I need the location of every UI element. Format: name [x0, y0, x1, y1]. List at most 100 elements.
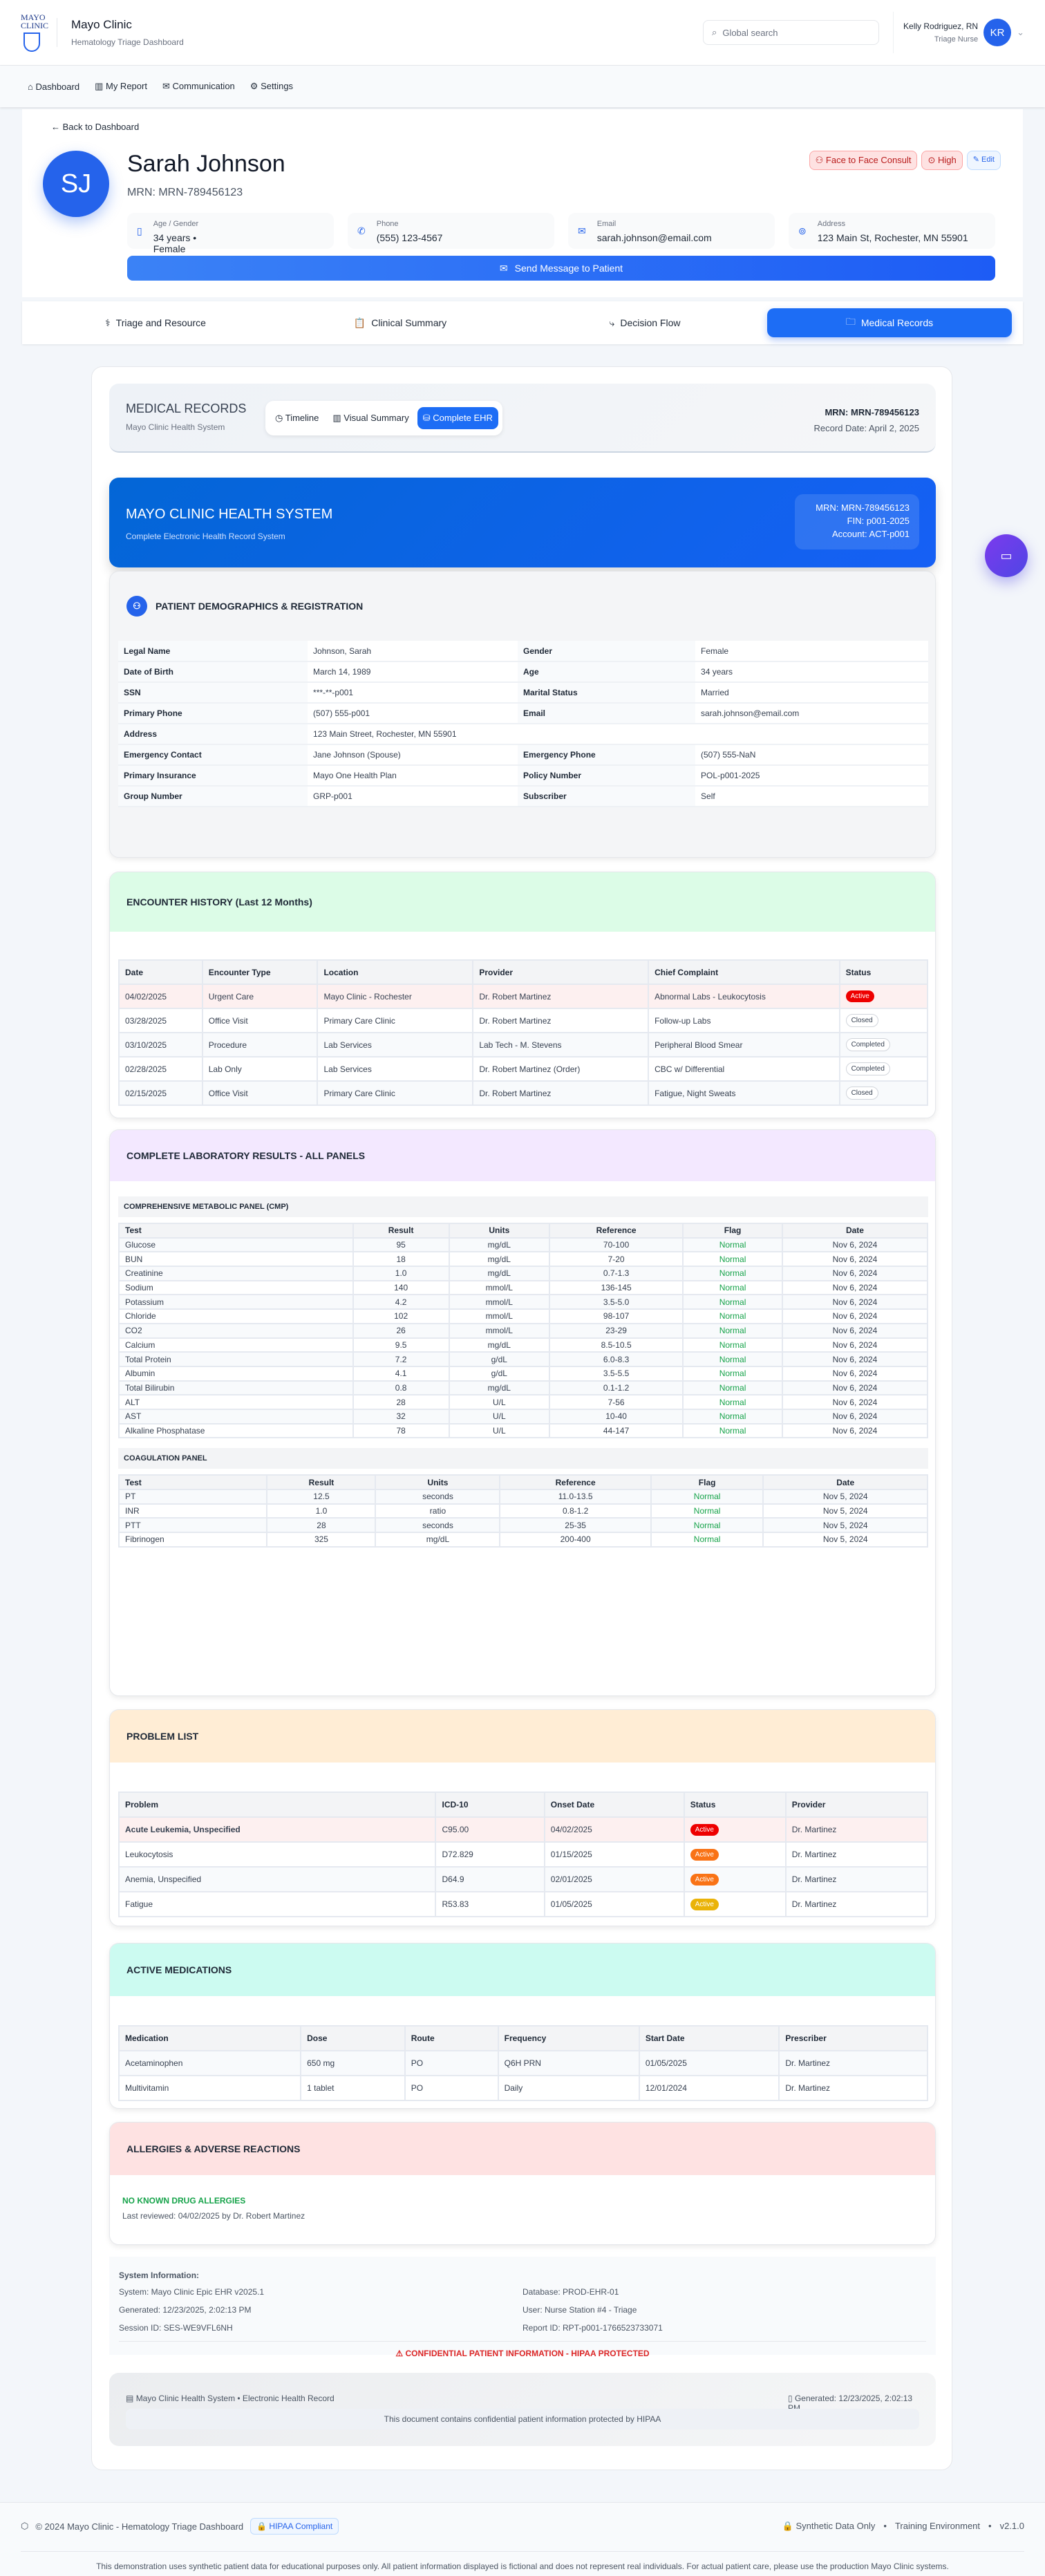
table-row[interactable]: Acute Leukemia, Unspecified C95.00 04/02/2… [117, 1816, 929, 1843]
table-cell: BUN [118, 1251, 354, 1268]
field-label: Emergency Contact [118, 744, 308, 766]
nav-my-report[interactable]: ▥ My Report [95, 81, 147, 91]
column-header: Chief Complaint [648, 959, 840, 985]
table-cell: Lab Tech - M. Stevens [472, 1032, 650, 1057]
table-row[interactable]: 03/10/2025 Procedure Lab Services Lab Tech … [118, 1032, 929, 1057]
table-row[interactable]: PTT 28 seconds 25-35 Normal Nov 5, 2024 [117, 1517, 928, 1534]
nav-dashboard[interactable]: ⌂ Dashboard [28, 81, 80, 92]
table-cell: 32 [352, 1408, 450, 1425]
table-cell: Normal [682, 1251, 783, 1268]
table-cell: mmol/L [448, 1322, 551, 1339]
records-title: MEDICAL RECORDS [126, 402, 247, 415]
table-row[interactable]: 02/15/2025 Office Visit Primary Care Clini… [118, 1080, 929, 1106]
demographics-row: Group Number GRP-p001 Subscriber Self [118, 786, 928, 807]
table-row[interactable]: PT 12.5 seconds 11.0-13.5 Normal Nov 5, 2024 [117, 1489, 928, 1505]
system-information: System Information: System: Mayo Clinic … [109, 2257, 936, 2358]
table-cell: 26 [352, 1322, 450, 1339]
allergies-section: ALLERGIES & ADVERSE REACTIONS NO KNOWN D… [109, 2122, 936, 2245]
table-cell: 102 [352, 1308, 450, 1324]
table-row[interactable]: Acetaminophen 650 mg PO Q6H PRN 01/05/2025 Dr… [117, 2050, 928, 2076]
view-timeline[interactable]: ◷ Timeline [275, 413, 319, 423]
table-cell: PTT [117, 1517, 268, 1534]
tab-medical-records[interactable]: 🗀 Medical Records [767, 308, 1012, 337]
table-cell: 200-400 [499, 1532, 652, 1548]
send-message-button[interactable]: ✉ Send Message to Patient [127, 256, 995, 281]
table-row[interactable]: Calcium 9.5 mg/dL 8.5-10.5 Normal Nov 6, 2024 [118, 1337, 929, 1353]
column-header: Provider [472, 959, 650, 985]
table-cell: AST [118, 1408, 354, 1425]
table-cell: Alkaline Phosphatase [118, 1422, 354, 1439]
table-cell: 1 tablet [300, 2075, 406, 2101]
table-cell: Dr. Martinez [784, 1891, 929, 1917]
table-cell: Procedure [201, 1032, 319, 1057]
patient-name: Sarah Johnson [127, 151, 285, 177]
user-name: Kelly Rodriguez, RN [903, 21, 979, 31]
table-cell: Glucose [118, 1237, 354, 1253]
table-row[interactable]: Potassium 4.2 mmol/L 3.5-5.0 Normal Nov 6, 20… [118, 1294, 929, 1310]
table-row[interactable]: 03/28/2025 Office Visit Primary Care Clini… [118, 1008, 929, 1033]
user-menu[interactable]: Kelly Rodriguez, RN Triage Nurse KR ⌄ [893, 12, 1024, 53]
table-row[interactable]: Fatigue R53.83 01/05/2025 Active Dr. Martine… [117, 1891, 929, 1917]
app-subtitle: Hematology Triage Dashboard [71, 37, 184, 47]
table-row[interactable]: Leukocytosis D72.829 01/15/2025 Active Dr. M… [117, 1841, 929, 1868]
consult-badge[interactable]: ⚇ Face to Face Consult [809, 151, 918, 170]
table-cell: Nov 5, 2024 [762, 1503, 928, 1519]
patient-mrn: MRN: MRN-789456123 [127, 187, 243, 198]
calendar-icon: ▯ [788, 2394, 793, 2403]
tab-decision-flow[interactable]: ⤷ Decision Flow [609, 317, 681, 329]
info-email: ✉ Email sarah.johnson@email.com [568, 213, 775, 249]
table-cell: 3.5-5.0 [549, 1294, 684, 1310]
table-row[interactable]: INR 1.0 ratio 0.8-1.2 Normal Nov 5, 2024 [117, 1503, 928, 1519]
table-row[interactable]: Total Bilirubin 0.8 mg/dL 0.1-1.2 Normal Nov … [118, 1380, 929, 1396]
table-row[interactable]: 02/28/2025 Lab Only Lab Services Dr. Robert… [118, 1056, 929, 1082]
table-cell: Daily [497, 2075, 640, 2101]
table-row[interactable]: Total Protein 7.2 g/dL 6.0-8.3 Normal Nov 6, … [118, 1351, 929, 1367]
table-cell: PT [117, 1489, 268, 1505]
table-cell: U/L [448, 1422, 551, 1439]
table-row[interactable]: BUN 18 mg/dL 7-20 Normal Nov 6, 2024 [118, 1251, 929, 1268]
tab-triage[interactable]: ⚕ Triage and Resource [105, 317, 206, 329]
chat-fab-button[interactable]: ▭ [985, 534, 1028, 577]
back-to-dashboard-link[interactable]: ← Back to Dashboard [51, 122, 140, 132]
tab-clinical-summary[interactable]: 📋 Clinical Summary [353, 317, 447, 329]
nav-communication[interactable]: ✉ Communication [162, 81, 235, 91]
chevron-down-icon[interactable]: ⌄ [1017, 27, 1024, 37]
field-label: Primary Insurance [118, 765, 308, 787]
table-cell: Primary Care Clinic [317, 1008, 474, 1033]
priority-badge[interactable]: ⊙ High [921, 151, 963, 170]
table-cell: Fibrinogen [117, 1532, 268, 1548]
global-search-input[interactable]: ⌕ Global search [703, 20, 880, 45]
field-value: Johnson, Sarah [308, 641, 518, 662]
table-row[interactable]: Fibrinogen 325 mg/dL 200-400 Normal Nov 5, 20… [117, 1532, 928, 1548]
table-row[interactable]: Alkaline Phosphatase 78 U/L 44-147 Normal Nov… [118, 1422, 929, 1439]
table-cell: Normal [682, 1337, 783, 1353]
user-avatar[interactable]: KR [983, 19, 1012, 46]
table-row[interactable]: CO2 26 mmol/L 23-29 Normal Nov 6, 2024 [118, 1322, 929, 1339]
table-row[interactable]: AST 32 U/L 10-40 Normal Nov 6, 2024 [118, 1408, 929, 1425]
medical-records-panel: MEDICAL RECORDS Mayo Clinic Health Syste… [91, 366, 952, 2470]
record-date: Record Date: April 2, 2025 [813, 423, 919, 433]
table-cell: Normal [682, 1394, 783, 1410]
view-complete-ehr[interactable]: ⛁ Complete EHR [417, 407, 498, 429]
edit-button[interactable]: ✎ Edit [966, 151, 1001, 170]
table-cell: Normal [682, 1294, 783, 1310]
mayo-clinic-logo[interactable]: MAYO CLINIC [21, 13, 48, 52]
table-row[interactable]: Creatinine 1.0 mg/dL 0.7-1.3 Normal Nov 6, 20… [118, 1266, 929, 1281]
table-cell: Nov 5, 2024 [762, 1489, 928, 1505]
table-row[interactable]: Anemia, Unspecified D64.9 02/01/2025 Active… [117, 1866, 929, 1892]
field-label: Address [118, 724, 308, 745]
table-cell: Nov 6, 2024 [781, 1322, 929, 1339]
table-row[interactable]: Glucose 95 mg/dL 70-100 Normal Nov 6, 2024 [118, 1237, 929, 1253]
table-row[interactable]: ALT 28 U/L 7-56 Normal Nov 6, 2024 [118, 1394, 929, 1410]
table-row[interactable]: Chloride 102 mmol/L 98-107 Normal Nov 6, 2024 [118, 1308, 929, 1324]
field-label: Legal Name [118, 641, 308, 662]
table-row[interactable]: Multivitamin 1 tablet PO Daily 12/01/2024 Dr.… [117, 2075, 928, 2101]
table-cell: Total Bilirubin [118, 1380, 354, 1396]
view-visual-summary[interactable]: ▥ Visual Summary [332, 413, 409, 423]
table-row[interactable]: Albumin 4.1 g/dL 3.5-5.5 Normal Nov 6, 2024 [118, 1365, 929, 1382]
nav-settings[interactable]: ⚙ Settings [250, 81, 294, 91]
patient-tabs: ⚕ Triage and Resource 📋 Clinical Summary… [22, 301, 1023, 344]
table-row[interactable]: 04/02/2025 Urgent Care Mayo Clinic - Roche… [118, 984, 929, 1009]
table-row[interactable]: Sodium 140 mmol/L 136-145 Normal Nov 6, 2024 [118, 1279, 929, 1296]
table-cell: Dr. Robert Martinez [472, 1008, 650, 1033]
